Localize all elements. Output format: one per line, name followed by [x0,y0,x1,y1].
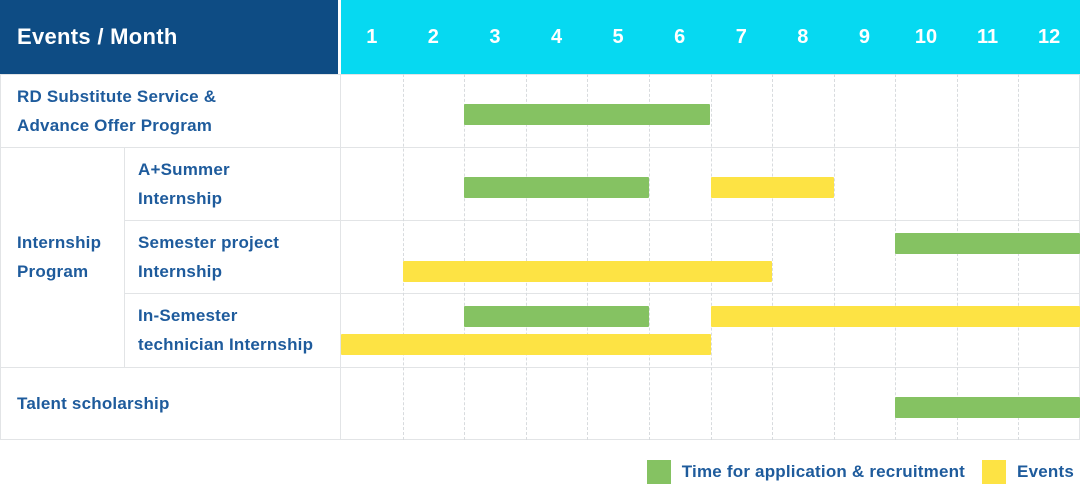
row-label-semester-project-internship-text: Semester project [138,232,280,252]
month-gridline [525,74,527,440]
month-header-9: 9 [858,25,870,48]
month-header-11: 11 [976,25,999,48]
row-label-in-semester-technician-internship-text: technician Internship [138,335,314,354]
month-gridline [464,74,466,440]
month-header-4: 4 [550,25,563,48]
month-header-row: 1 2 3 4 5 6 7 8 9 10 11 12 [341,0,1080,74]
row-label-talent-scholarship: Talent scholarship [0,367,341,440]
gantt-bar-events [710,306,1080,327]
month-gridline [402,74,404,440]
gantt-bar-events [341,334,711,355]
month-gridline [956,74,958,440]
grid-hline [0,147,1080,148]
group-label-internship-program: Internship Program [0,147,124,367]
month-header-1: 1 [366,25,378,48]
month-gridline [648,74,650,440]
row-label-in-semester-technician-internship: In-Semester technician Internship [124,293,341,367]
row-label-rd-substitute-service: RD Substitute Service & Advance Offer Pro… [0,74,341,147]
grid-hline [0,74,1080,75]
month-header-10: 10 [914,25,938,48]
gantt-bar-application [464,177,649,198]
row-label-rd-substitute-service-text: Advance Offer Program [17,115,213,135]
legend-swatch-application-icon [646,460,671,484]
month-header-12: 12 [1038,25,1061,48]
header-title: Events / Month [17,24,178,49]
legend-swatch-events-icon [982,460,1007,484]
row-label-a-plus-summer-internship-text: Internship [138,188,223,208]
month-gridline [587,74,589,440]
month-gridline [772,74,774,440]
grid-hline [124,220,1080,221]
gantt-bar-application [895,233,1080,254]
row-label-semester-project-internship-text: Internship [138,261,223,281]
month-gridline [710,74,712,440]
month-gridline [1018,74,1020,440]
grid-hline [0,439,1080,440]
gantt-bar-application [464,306,649,327]
row-label-talent-scholarship-text: Talent scholarship [17,394,170,413]
gantt-bar-application [464,104,711,125]
row-label-in-semester-technician-internship-text: In-Semester [138,306,238,325]
grid-hline [124,293,1080,294]
grid-hline [0,367,1080,368]
legend: Time for application & recruitment Event… [646,459,1074,485]
grid-vline [0,74,1,440]
grid-vline [340,74,341,440]
gantt-bar-events [402,261,773,282]
grid-vline [124,147,125,367]
month-header-6: 6 [674,25,686,48]
events-month-header-cell: Events / Month [0,0,338,74]
gantt-bar-application [895,397,1080,418]
legend-label-application: Time for application & recruitment [681,462,966,481]
row-label-rd-substitute-service-text: RD Substitute Service & [17,86,217,106]
month-header-8: 8 [797,25,809,48]
month-header-2: 2 [427,25,439,48]
month-gridline [895,74,897,440]
month-header-3: 3 [489,25,501,48]
gantt-bar-events [710,177,834,198]
row-label-semester-project-internship: Semester project Internship [124,220,341,293]
month-gridline [833,74,835,440]
group-label-internship-program-text: Internship [17,233,102,252]
row-label-a-plus-summer-internship-text: A+Summer [138,159,230,179]
row-label-a-plus-summer-internship: A+Summer Internship [124,147,341,220]
month-header-7: 7 [735,25,747,48]
legend-label-events: Events [1017,462,1074,481]
month-header-5: 5 [612,25,624,48]
group-label-internship-program-text: Program [17,262,89,281]
